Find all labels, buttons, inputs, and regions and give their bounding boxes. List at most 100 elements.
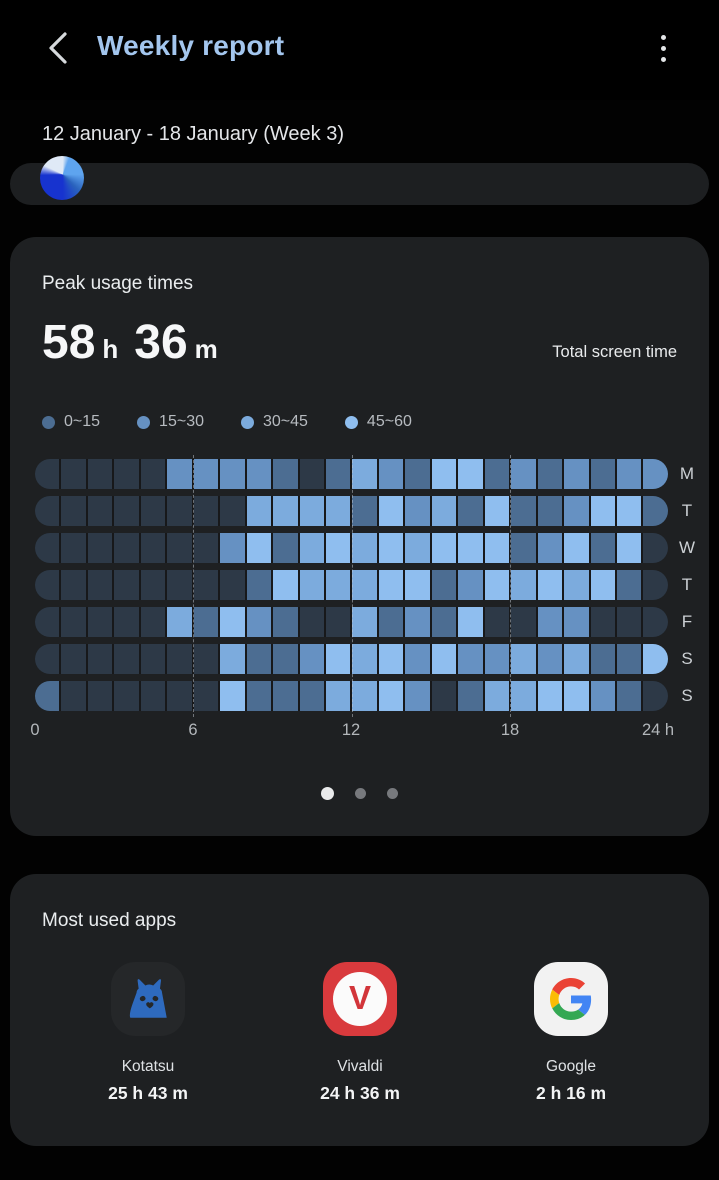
- heatmap-row-T-1: [35, 496, 668, 526]
- app-usage-time: 24 h 36 m: [320, 1083, 400, 1103]
- summary-card-peek[interactable]: [10, 155, 709, 205]
- heatmap-cell: [140, 496, 166, 526]
- heatmap-cell: [87, 459, 113, 489]
- heatmap-cell: [246, 607, 272, 637]
- heatmap-cell: [35, 644, 60, 674]
- heatmap-cell: [273, 570, 298, 600]
- day-label: M: [679, 464, 695, 483]
- heatmap-cell: [378, 681, 404, 711]
- pager-dot-1[interactable]: [321, 787, 334, 800]
- heatmap-cell: [299, 644, 324, 674]
- day-label: W: [678, 538, 696, 557]
- heatmap-cell: [87, 644, 113, 674]
- heatmap-cell: [405, 570, 430, 600]
- more-options-button[interactable]: [643, 26, 683, 70]
- kotatsu-cat-icon: [129, 979, 167, 1018]
- gridline: [509, 455, 511, 717]
- heatmap-cell: [325, 644, 351, 674]
- heatmap-cell: [246, 644, 272, 674]
- heatmap-cell: [352, 496, 377, 526]
- heatmap-cell: [299, 533, 324, 563]
- day-label: S: [681, 686, 693, 705]
- heatmap-cell: [616, 570, 642, 600]
- heatmap-cell: [458, 570, 483, 600]
- legend-dot-icon: [137, 415, 151, 429]
- x-axis-tick: 18: [500, 721, 520, 739]
- heatmap-cell: [616, 681, 642, 711]
- vivaldi-v-glyph: V: [348, 979, 371, 1016]
- heatmap-cell: [405, 496, 430, 526]
- heatmap-cell: [167, 533, 192, 563]
- app-usage-time: 2 h 16 m: [535, 1083, 607, 1103]
- app-item-google[interactable]: Google 2 h 16 m: [491, 962, 651, 1104]
- heatmap-cell: [140, 570, 166, 600]
- heatmap-cell: [114, 644, 139, 674]
- heatmap-cell: [643, 533, 668, 563]
- heatmap-cell: [114, 570, 139, 600]
- google-g-icon: [550, 978, 592, 1020]
- heatmap-cell: [564, 570, 589, 600]
- heatmap-cell: [352, 681, 377, 711]
- back-chevron-icon: [49, 32, 67, 64]
- heatmap-cell: [431, 644, 457, 674]
- legend-item: 45~60: [344, 413, 412, 431]
- heatmap-cell: [220, 533, 245, 563]
- heatmap-cell: [643, 607, 668, 637]
- day-label: S: [681, 649, 693, 668]
- heatmap-cell: [87, 496, 113, 526]
- heatmap-cell: [220, 496, 245, 526]
- heatmap-cell: [273, 496, 298, 526]
- heatmap-cell: [193, 681, 219, 711]
- heatmap-cell: [114, 681, 139, 711]
- heatmap-cell: [484, 459, 510, 489]
- app-item-vivaldi[interactable]: V Vivaldi 24 h 36 m: [280, 962, 440, 1104]
- heatmap-cell: [458, 644, 483, 674]
- heatmap-cell: [378, 533, 404, 563]
- x-axis-tick: 0: [30, 721, 40, 739]
- heatmap-cell: [193, 533, 219, 563]
- heatmap-cell: [616, 459, 642, 489]
- heatmap-cell: [167, 496, 192, 526]
- heatmap-cell: [484, 570, 510, 600]
- heatmap-cell: [511, 644, 536, 674]
- pager-dot-3[interactable]: [387, 788, 398, 799]
- heatmap-cell: [140, 681, 166, 711]
- pager-dot-2[interactable]: [355, 788, 366, 799]
- heatmap-cell: [405, 644, 430, 674]
- legend-item: 15~30: [137, 413, 204, 431]
- heatmap-cell: [299, 681, 324, 711]
- vivaldi-app-icon: V: [323, 962, 397, 1036]
- day-label: T: [681, 501, 693, 520]
- heatmap-row-S-5: [35, 644, 668, 674]
- heatmap-cell: [273, 607, 298, 637]
- heatmap-cell: [299, 570, 324, 600]
- heatmap-cell: [35, 607, 60, 637]
- legend-dot-icon: [42, 415, 55, 429]
- peak-usage-title: Peak usage times: [42, 273, 194, 294]
- heatmap-cell: [431, 570, 457, 600]
- heatmap-cell: [378, 607, 404, 637]
- heatmap-cell: [643, 644, 668, 674]
- carousel-page-indicator: [10, 787, 709, 800]
- heatmap-cell: [35, 681, 60, 711]
- heatmap-cell: [273, 459, 298, 489]
- back-button[interactable]: [36, 26, 80, 70]
- heatmap-cell: [511, 533, 536, 563]
- heatmap-cell: [511, 607, 536, 637]
- hours-unit: h: [102, 334, 119, 364]
- app-item-kotatsu[interactable]: Kotatsu 25 h 43 m: [68, 962, 228, 1104]
- heatmap-cell: [378, 644, 404, 674]
- heatmap-cell: [616, 533, 642, 563]
- heatmap-cell: [484, 496, 510, 526]
- heatmap-cell: [405, 607, 430, 637]
- heatmap-cell: [273, 681, 298, 711]
- heatmap-cell: [643, 459, 668, 489]
- heatmap-cell: [616, 644, 642, 674]
- heatmap-cell: [378, 496, 404, 526]
- heatmap-cell: [167, 570, 192, 600]
- heatmap-cell: [114, 533, 139, 563]
- heatmap-cell: [299, 607, 324, 637]
- total-screen-time-label: Total screen time: [552, 343, 677, 361]
- x-axis-tick: 24 h: [641, 721, 675, 739]
